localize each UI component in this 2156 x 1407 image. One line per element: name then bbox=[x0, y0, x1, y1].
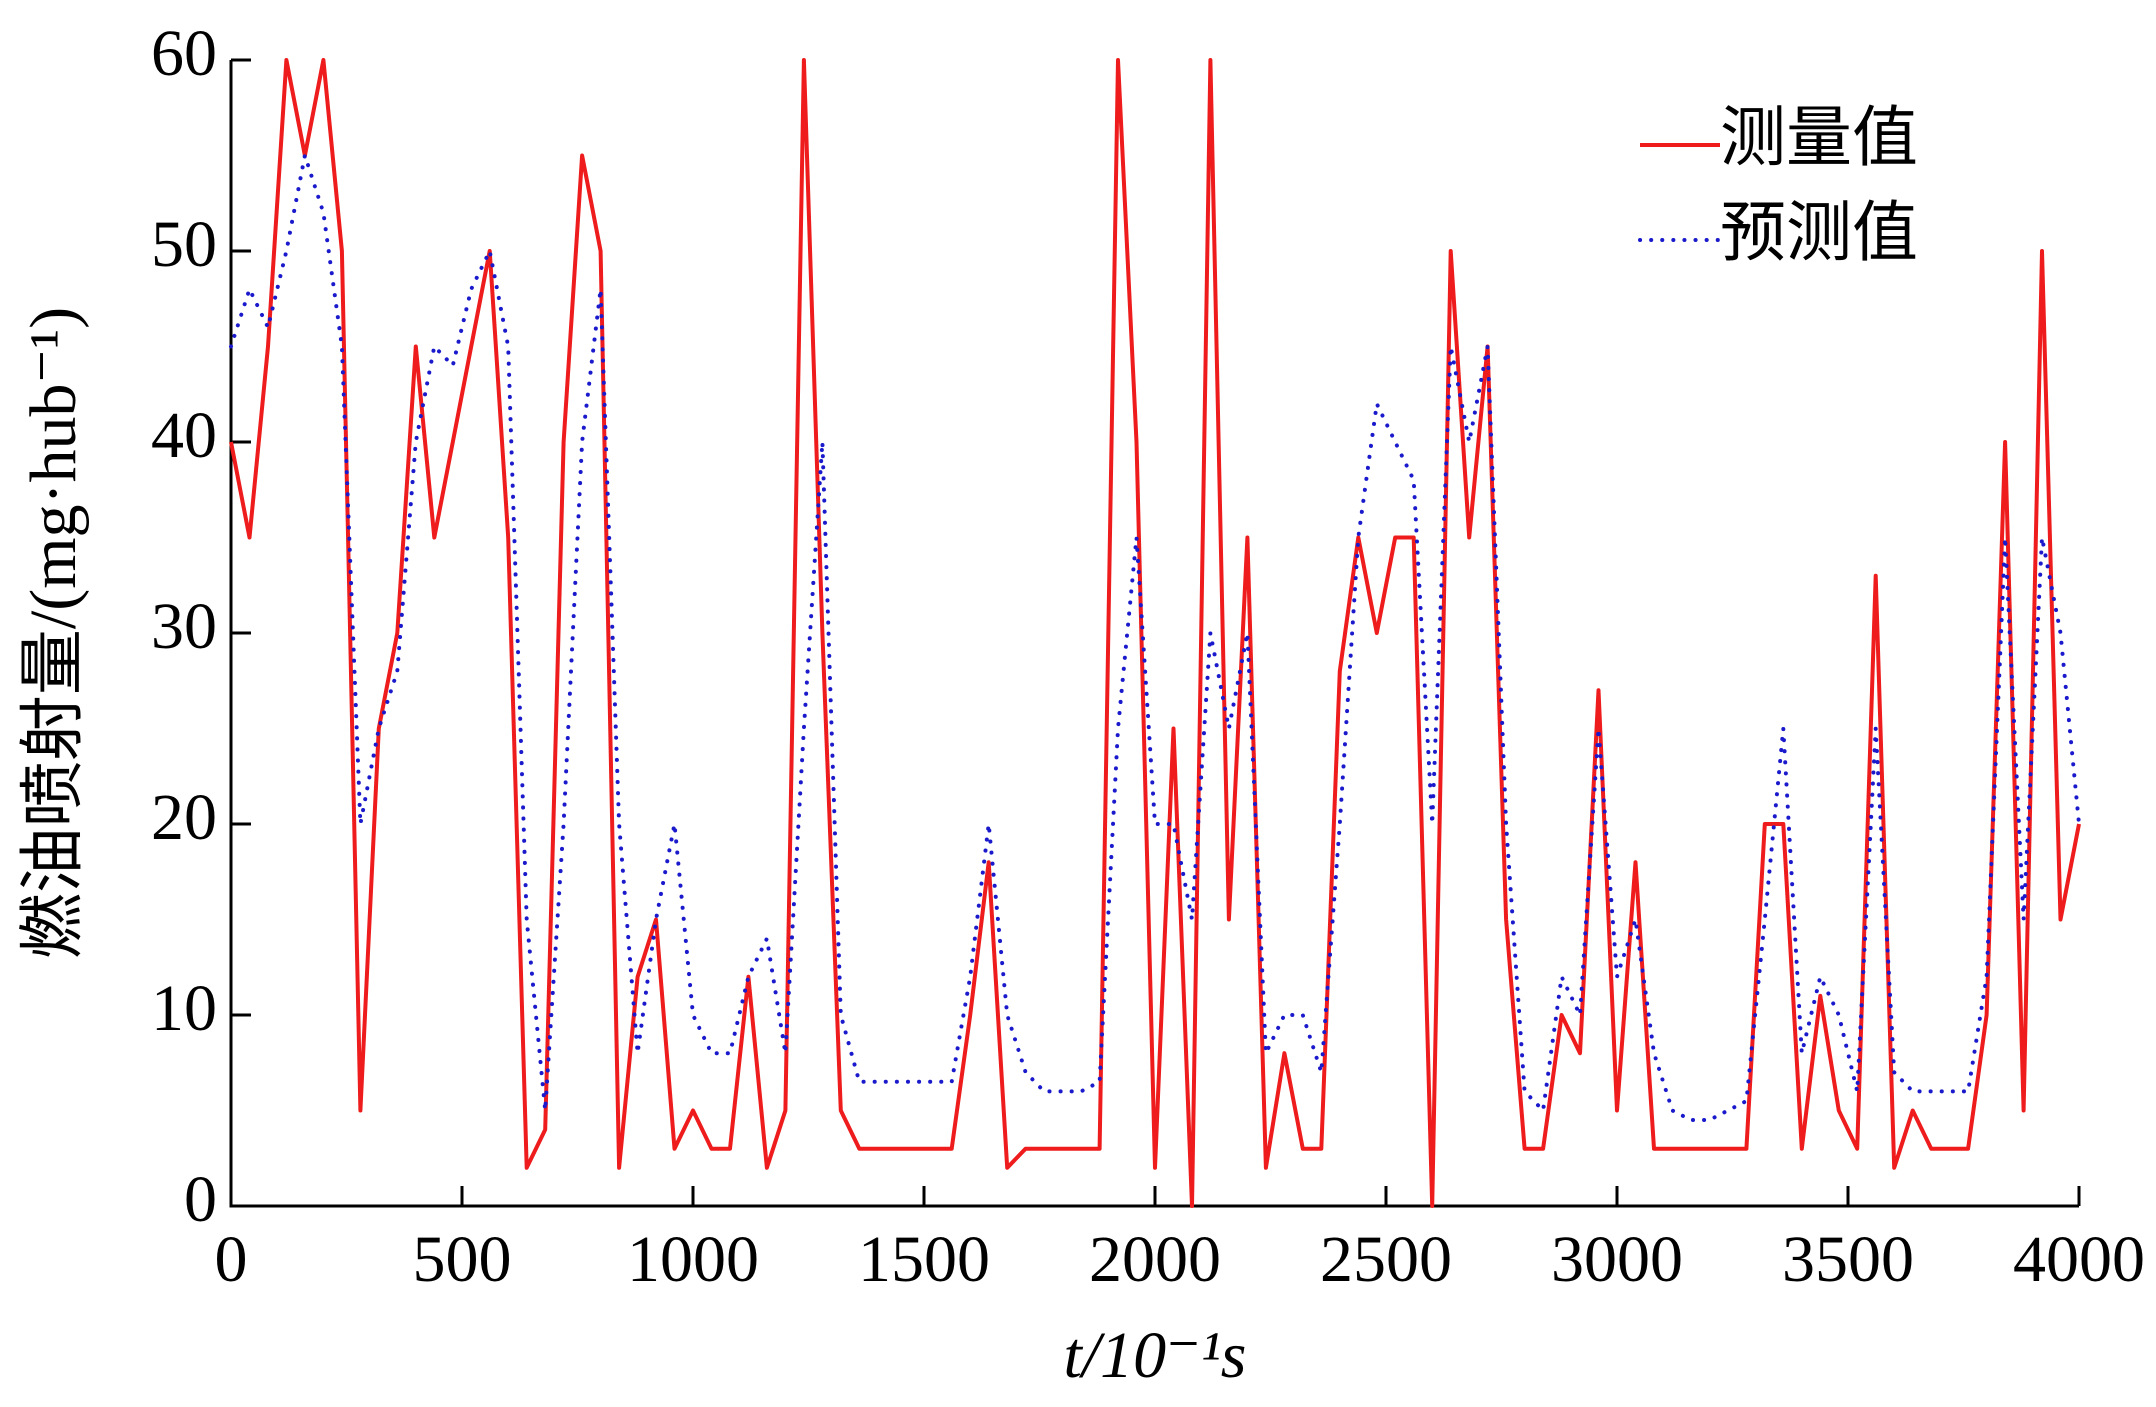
y-tick-label: 50 bbox=[151, 208, 217, 281]
y-tick-label: 20 bbox=[151, 781, 217, 854]
y-tick-label: 40 bbox=[151, 399, 217, 472]
y-tick-label: 0 bbox=[184, 1163, 217, 1236]
x-tick-label: 500 bbox=[413, 1223, 512, 1296]
series-line bbox=[229, 154, 2081, 1122]
y-axis-label: 燃油喷射量/(mg·hub⁻¹) bbox=[17, 307, 90, 959]
y-tick-label: 60 bbox=[151, 17, 217, 90]
x-tick-label: 1000 bbox=[627, 1223, 759, 1296]
legend-label: 测量值 bbox=[1720, 102, 1918, 175]
y-tick-label: 30 bbox=[151, 590, 217, 663]
x-tick-label: 2500 bbox=[1320, 1223, 1452, 1296]
x-tick-label: 4000 bbox=[2013, 1223, 2145, 1296]
x-tick-label: 3000 bbox=[1551, 1223, 1683, 1296]
x-axis-label: t/10⁻¹s bbox=[1064, 1319, 1247, 1392]
y-tick-label: 10 bbox=[151, 972, 217, 1045]
x-tick-label: 1500 bbox=[858, 1223, 990, 1296]
legend-label: 预测值 bbox=[1720, 197, 1918, 270]
series-line bbox=[229, 58, 2081, 1208]
x-tick-label: 0 bbox=[215, 1223, 248, 1296]
x-tick-label: 3500 bbox=[1782, 1223, 1914, 1296]
x-tick-label: 2000 bbox=[1089, 1223, 1221, 1296]
